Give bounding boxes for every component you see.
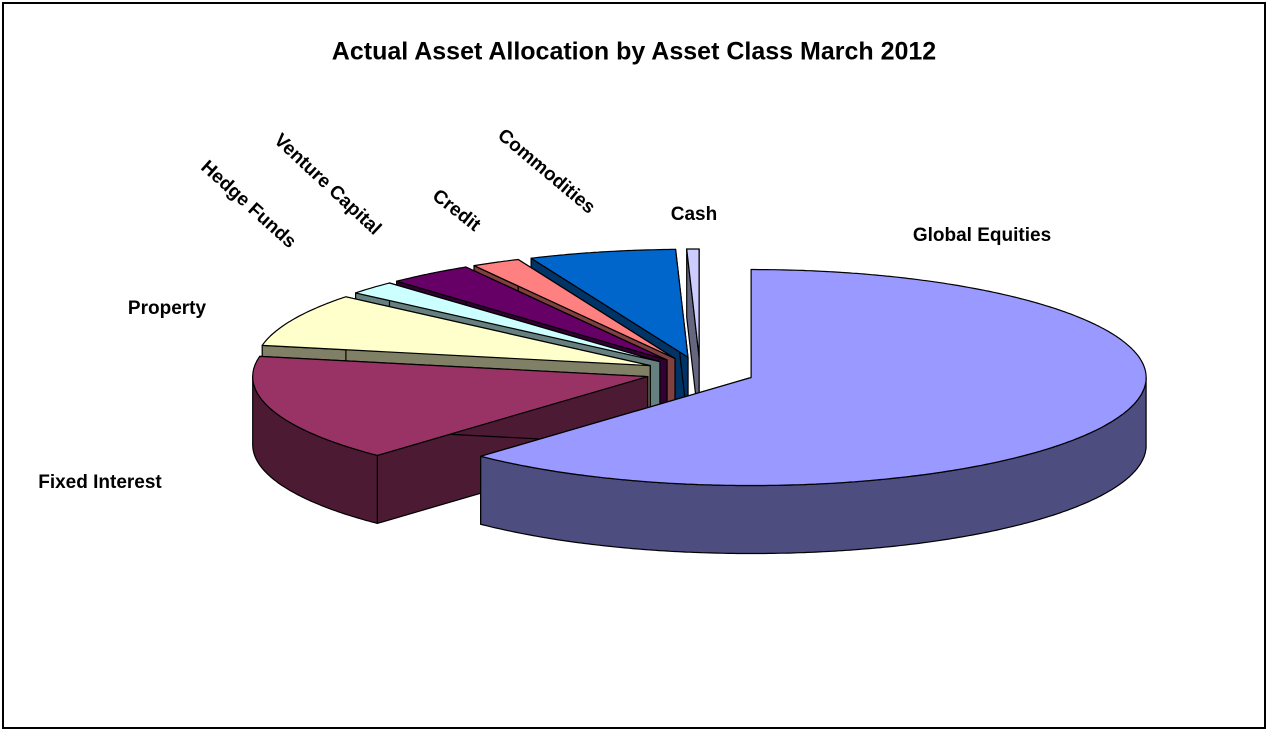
chart-title: Actual Asset Allocation by Asset Class M… — [332, 38, 936, 66]
slice-label: Cash — [671, 204, 717, 225]
slice-label: Global Equities — [913, 225, 1051, 246]
slice-top — [530, 248, 689, 358]
slice-top — [252, 355, 649, 456]
slice-label: Fixed Interest — [38, 472, 162, 493]
pie — [252, 248, 1147, 555]
slice-top — [355, 282, 661, 363]
slice-top — [686, 248, 700, 358]
slice-top — [261, 296, 651, 367]
slice-top — [473, 258, 676, 360]
slice-top — [396, 266, 668, 361]
slice-label: Property — [128, 298, 207, 319]
slice-top — [480, 268, 1147, 487]
